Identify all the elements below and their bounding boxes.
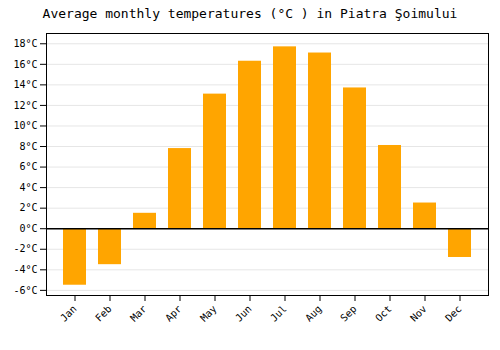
svg-text:6°C: 6°C	[19, 161, 37, 172]
svg-text:0°C: 0°C	[19, 223, 37, 234]
svg-text:2°C: 2°C	[19, 202, 37, 213]
svg-text:-4°C: -4°C	[13, 264, 37, 275]
svg-text:May: May	[198, 303, 219, 324]
html-text:Average monthly temperatures (: Average monthly temperatures (°C ) in Pi…	[42, 6, 458, 21]
svg-text:16°C: 16°C	[13, 59, 37, 70]
svg-text:Jun: Jun	[233, 303, 254, 324]
svg-text:Jan: Jan	[58, 303, 79, 324]
svg-text:-6°C: -6°C	[13, 285, 37, 296]
svg-text:Aug: Aug	[303, 303, 324, 324]
svg-text:Mar: Mar	[128, 303, 149, 324]
svg-text:Sep: Sep	[338, 303, 359, 324]
svg-text:-2°C: -2°C	[13, 243, 37, 254]
svg-text:14°C: 14°C	[13, 79, 37, 90]
svg-text:12°C: 12°C	[13, 100, 37, 111]
svg-text:Feb: Feb	[93, 303, 114, 324]
svg-text:8°C: 8°C	[19, 141, 37, 152]
svg-text:18°C: 18°C	[13, 38, 37, 49]
svg-text:Apr: Apr	[163, 303, 184, 324]
svg-text:4°C: 4°C	[19, 182, 37, 193]
svg-text:10°C: 10°C	[13, 120, 37, 131]
svg-text:Oct: Oct	[373, 303, 394, 324]
svg-text:Jul: Jul	[268, 303, 289, 324]
svg-text:Dec: Dec	[443, 303, 464, 324]
svg-text:Nov: Nov	[408, 303, 429, 324]
